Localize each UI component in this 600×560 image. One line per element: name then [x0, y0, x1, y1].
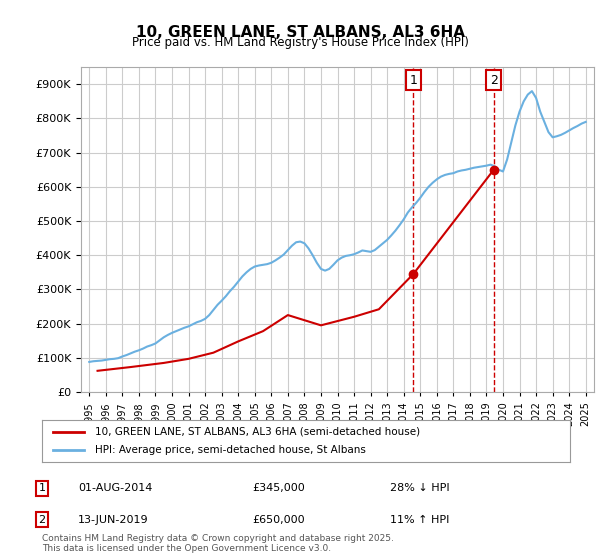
Text: Contains HM Land Registry data © Crown copyright and database right 2025.
This d: Contains HM Land Registry data © Crown c…	[42, 534, 394, 553]
Text: 10, GREEN LANE, ST ALBANS, AL3 6HA: 10, GREEN LANE, ST ALBANS, AL3 6HA	[136, 25, 464, 40]
Text: 10, GREEN LANE, ST ALBANS, AL3 6HA (semi-detached house): 10, GREEN LANE, ST ALBANS, AL3 6HA (semi…	[95, 427, 420, 437]
Text: 13-JUN-2019: 13-JUN-2019	[78, 515, 149, 525]
Text: 2: 2	[38, 515, 46, 525]
Text: 1: 1	[409, 74, 417, 87]
Text: 2: 2	[490, 74, 497, 87]
Text: £345,000: £345,000	[252, 483, 305, 493]
Text: £650,000: £650,000	[252, 515, 305, 525]
Text: 1: 1	[38, 483, 46, 493]
Text: 28% ↓ HPI: 28% ↓ HPI	[390, 483, 449, 493]
Text: HPI: Average price, semi-detached house, St Albans: HPI: Average price, semi-detached house,…	[95, 445, 365, 455]
Text: 11% ↑ HPI: 11% ↑ HPI	[390, 515, 449, 525]
Text: Price paid vs. HM Land Registry's House Price Index (HPI): Price paid vs. HM Land Registry's House …	[131, 36, 469, 49]
Text: 01-AUG-2014: 01-AUG-2014	[78, 483, 152, 493]
